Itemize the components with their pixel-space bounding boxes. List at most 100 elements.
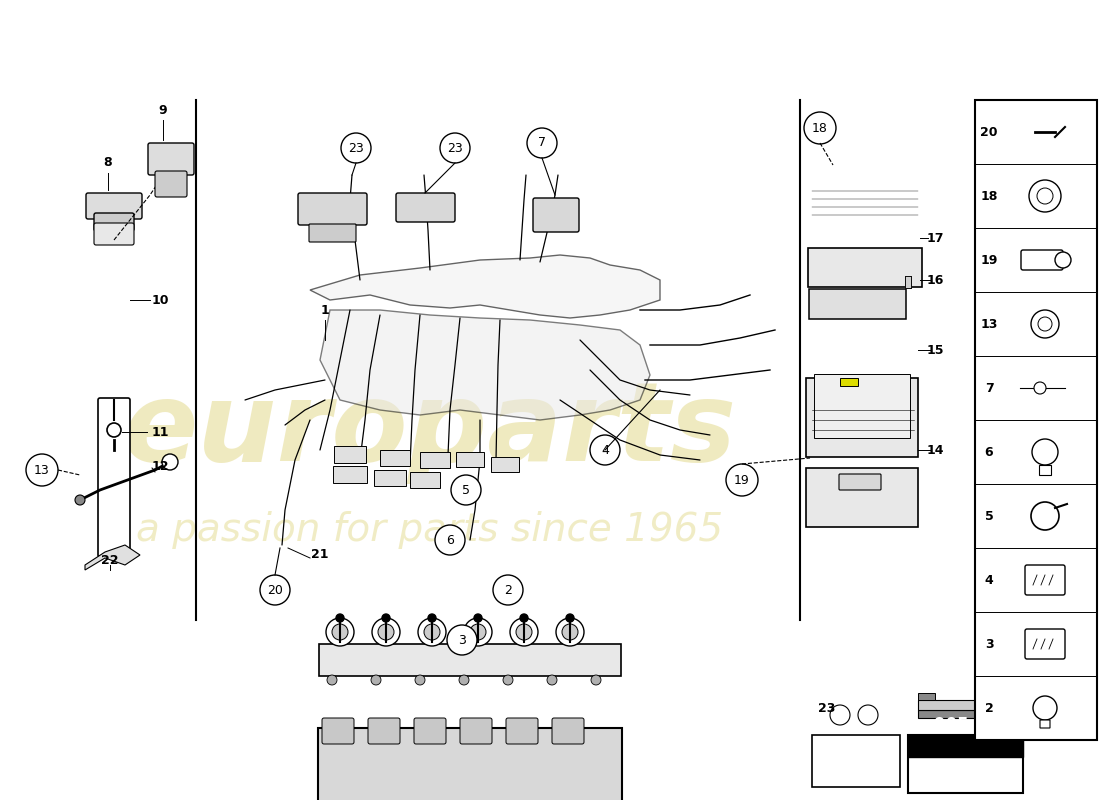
Circle shape: [516, 624, 532, 640]
Text: 16: 16: [926, 274, 944, 286]
Circle shape: [804, 112, 836, 144]
Text: 21: 21: [311, 549, 329, 562]
Text: 905 01: 905 01: [934, 716, 998, 734]
Polygon shape: [310, 255, 660, 318]
Text: 17: 17: [926, 231, 944, 245]
Circle shape: [1031, 502, 1059, 530]
Circle shape: [1034, 382, 1046, 394]
FancyBboxPatch shape: [374, 470, 406, 486]
FancyBboxPatch shape: [491, 457, 519, 472]
FancyBboxPatch shape: [456, 452, 484, 467]
Text: 13: 13: [34, 463, 50, 477]
Circle shape: [418, 618, 446, 646]
Circle shape: [474, 614, 482, 622]
Circle shape: [447, 625, 477, 655]
Text: 20: 20: [980, 126, 998, 138]
Polygon shape: [320, 310, 650, 420]
Circle shape: [162, 454, 178, 470]
Circle shape: [107, 423, 121, 437]
Text: 7: 7: [538, 137, 546, 150]
Circle shape: [459, 675, 469, 685]
FancyBboxPatch shape: [814, 374, 910, 438]
Polygon shape: [918, 693, 935, 700]
Circle shape: [591, 675, 601, 685]
Text: 18: 18: [980, 190, 998, 202]
Circle shape: [556, 618, 584, 646]
Bar: [908, 735, 1023, 757]
Text: 19: 19: [980, 254, 998, 266]
Text: 10: 10: [152, 294, 168, 306]
Text: a passion for parts since 1965: a passion for parts since 1965: [136, 511, 724, 549]
Circle shape: [336, 614, 344, 622]
FancyBboxPatch shape: [94, 223, 134, 245]
Circle shape: [428, 614, 436, 622]
Bar: [908, 735, 1023, 793]
Text: 20: 20: [267, 583, 283, 597]
FancyBboxPatch shape: [148, 143, 194, 175]
FancyBboxPatch shape: [905, 276, 911, 288]
Text: 6: 6: [447, 534, 454, 546]
Text: 23: 23: [447, 142, 463, 154]
Text: 2: 2: [984, 702, 993, 714]
Circle shape: [326, 618, 354, 646]
FancyBboxPatch shape: [86, 193, 142, 219]
Text: 22: 22: [101, 554, 119, 566]
Text: 5: 5: [462, 483, 470, 497]
FancyBboxPatch shape: [318, 728, 622, 800]
Text: 9: 9: [158, 103, 167, 117]
Bar: [812, 735, 900, 787]
Text: europarts: europarts: [123, 377, 737, 483]
Circle shape: [590, 435, 620, 465]
FancyBboxPatch shape: [98, 398, 130, 557]
Circle shape: [520, 614, 528, 622]
Circle shape: [1038, 317, 1052, 331]
FancyBboxPatch shape: [94, 213, 134, 231]
Circle shape: [1032, 439, 1058, 465]
Circle shape: [547, 675, 557, 685]
Circle shape: [26, 454, 58, 486]
FancyBboxPatch shape: [414, 718, 446, 744]
FancyBboxPatch shape: [552, 718, 584, 744]
Polygon shape: [918, 700, 1012, 710]
Text: 4: 4: [601, 443, 609, 457]
FancyBboxPatch shape: [333, 466, 367, 483]
FancyBboxPatch shape: [1025, 629, 1065, 659]
Circle shape: [562, 624, 578, 640]
Circle shape: [382, 614, 390, 622]
FancyBboxPatch shape: [808, 289, 906, 319]
FancyBboxPatch shape: [1021, 250, 1063, 270]
Circle shape: [327, 675, 337, 685]
FancyBboxPatch shape: [309, 224, 356, 242]
Circle shape: [510, 618, 538, 646]
Circle shape: [378, 624, 394, 640]
Circle shape: [260, 575, 290, 605]
Circle shape: [503, 675, 513, 685]
Text: 15: 15: [926, 343, 944, 357]
FancyBboxPatch shape: [905, 276, 911, 288]
Text: 13: 13: [980, 318, 998, 330]
FancyBboxPatch shape: [368, 718, 400, 744]
Circle shape: [415, 675, 425, 685]
FancyBboxPatch shape: [905, 276, 911, 288]
Text: 23: 23: [348, 142, 364, 154]
FancyBboxPatch shape: [506, 718, 538, 744]
FancyBboxPatch shape: [806, 378, 918, 457]
Text: 1: 1: [320, 303, 329, 317]
FancyBboxPatch shape: [396, 193, 455, 222]
Circle shape: [493, 575, 522, 605]
FancyBboxPatch shape: [808, 248, 922, 287]
FancyBboxPatch shape: [905, 276, 911, 288]
Bar: [975, 100, 1097, 740]
Circle shape: [434, 525, 465, 555]
FancyBboxPatch shape: [460, 718, 492, 744]
Circle shape: [1055, 252, 1071, 268]
Text: 3: 3: [458, 634, 466, 646]
Text: 5: 5: [984, 510, 993, 522]
Circle shape: [527, 128, 557, 158]
FancyBboxPatch shape: [1040, 465, 1050, 475]
Circle shape: [341, 133, 371, 163]
Text: 4: 4: [984, 574, 993, 586]
Text: 23: 23: [818, 702, 835, 714]
FancyBboxPatch shape: [905, 276, 911, 288]
Polygon shape: [918, 710, 1012, 718]
